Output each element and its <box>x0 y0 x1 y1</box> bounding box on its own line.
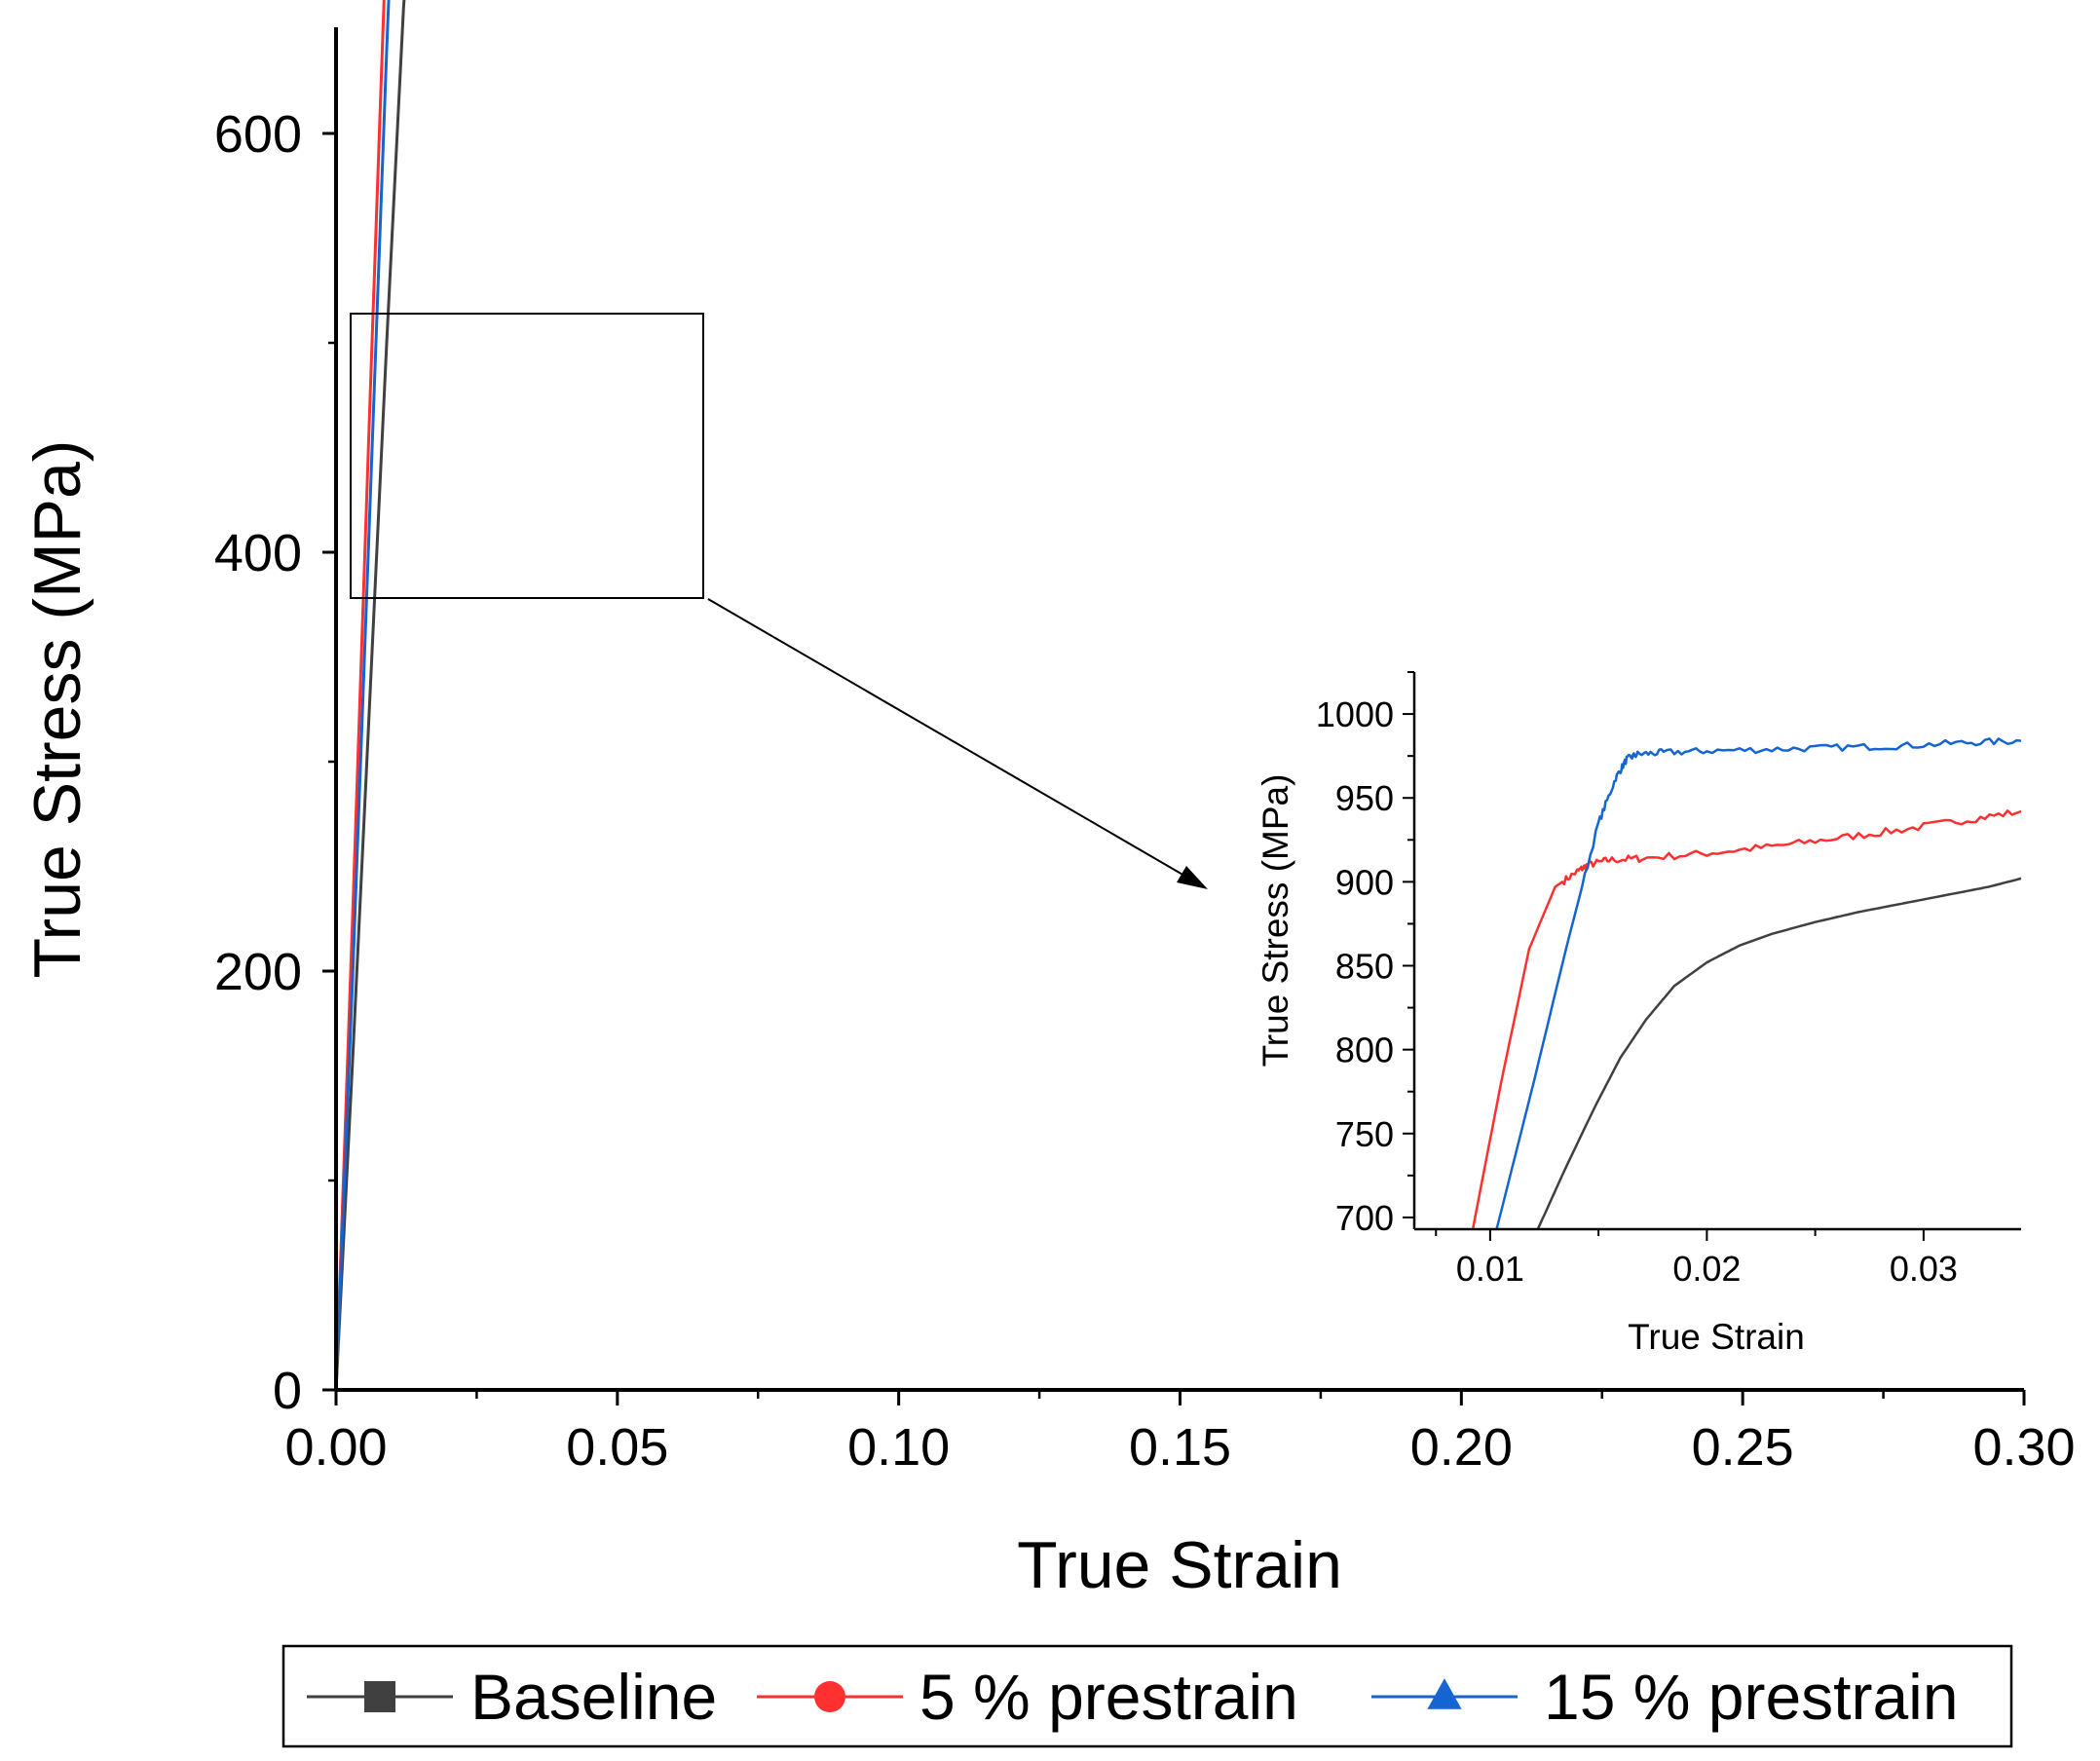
legend-label-5-prestrain: 5 % prestrain <box>919 1661 1298 1733</box>
inset-plot: 0.01 0.02 0.03 700 750 800 850 900 950 1000 True… <box>1256 671 2022 1357</box>
inset-y-tick-label: 1000 <box>1316 694 1394 734</box>
x-tick-label: 0.30 <box>1972 1418 2075 1477</box>
main-plot: 0.00 0.05 0.10 0.15 0.20 0.25 0.30 0 200 400 600 8… <box>20 0 2076 1602</box>
inset-y-axis-title: True Stress (MPa) <box>1256 774 1295 1068</box>
y-tick-label: 0 <box>273 1362 302 1420</box>
inset-x-axis-title: True Strain <box>1628 1317 1805 1357</box>
inset-series-line-baseline <box>1536 877 2022 1230</box>
x-tick-label: 0.25 <box>1692 1418 1794 1477</box>
legend-entry-baseline: Baseline <box>307 1661 717 1733</box>
main-x-ticks: 0.00 0.05 0.10 0.15 0.20 0.25 0.30 <box>284 1390 2076 1477</box>
legend-symbol-15-prestrain <box>1427 1678 1462 1709</box>
inset-y-tick-label: 900 <box>1335 862 1394 902</box>
zoom-arrow <box>707 598 1204 887</box>
inset-x-tick-label: 0.03 <box>1890 1249 1958 1289</box>
inset-y-tick-label: 850 <box>1335 947 1394 987</box>
main-y-ticks: 020040060080010001200 <box>214 105 336 1420</box>
x-tick-label: 0.15 <box>1129 1418 1231 1477</box>
legend-marker-baseline <box>364 1681 395 1712</box>
legend-symbol-5-prestrain <box>814 1681 845 1712</box>
inset-y-tick-label: 700 <box>1335 1198 1394 1238</box>
inset-series-line-5-prestrain <box>1471 809 2022 1230</box>
inset-background <box>1412 672 2021 1232</box>
main-x-axis-title: True Strain <box>1017 1528 1342 1602</box>
inset-y-tick-label: 950 <box>1335 778 1394 818</box>
inset-y-tick-label: 800 <box>1335 1030 1394 1070</box>
legend-entry-15-prestrain: 15 % prestrain <box>1371 1661 1959 1733</box>
x-tick-label: 0.20 <box>1410 1418 1513 1477</box>
inset-y-tick-label: 750 <box>1335 1114 1394 1154</box>
inset-series-line-15-prestrain <box>1495 737 2022 1230</box>
legend-label-baseline: Baseline <box>470 1661 717 1733</box>
y-tick-label: 400 <box>214 524 302 582</box>
legend: Baseline 5 % prestrain 15 % prestrain <box>281 1644 2013 1748</box>
inset-x-ticks: 0.01 0.02 0.03 <box>1435 1229 1958 1289</box>
x-tick-label: 0.00 <box>284 1418 387 1477</box>
zoom-arrow-head <box>1177 866 1208 889</box>
y-tick-label: 600 <box>214 105 302 164</box>
legend-box <box>281 1644 2013 1748</box>
legend-marker-15-prestrain <box>1427 1678 1462 1709</box>
legend-label-15-prestrain: 15 % prestrain <box>1544 1661 1959 1733</box>
inset-series-lines <box>1471 737 2022 1230</box>
legend-entry-5-prestrain: 5 % prestrain <box>757 1661 1298 1733</box>
inset-x-tick-label: 0.01 <box>1456 1249 1524 1289</box>
x-tick-label: 0.10 <box>847 1418 950 1477</box>
legend-marker-5-prestrain <box>814 1681 845 1712</box>
y-tick-label: 200 <box>214 943 302 1001</box>
main-y-axis-title: True Stress (MPa) <box>20 440 94 979</box>
inset-y-ticks: 700 750 800 850 900 950 1000 <box>1316 671 1414 1238</box>
x-tick-label: 0.05 <box>566 1418 668 1477</box>
inset-x-tick-label: 0.02 <box>1672 1249 1741 1289</box>
zoom-box <box>350 313 704 599</box>
legend-symbol-baseline <box>364 1681 395 1712</box>
